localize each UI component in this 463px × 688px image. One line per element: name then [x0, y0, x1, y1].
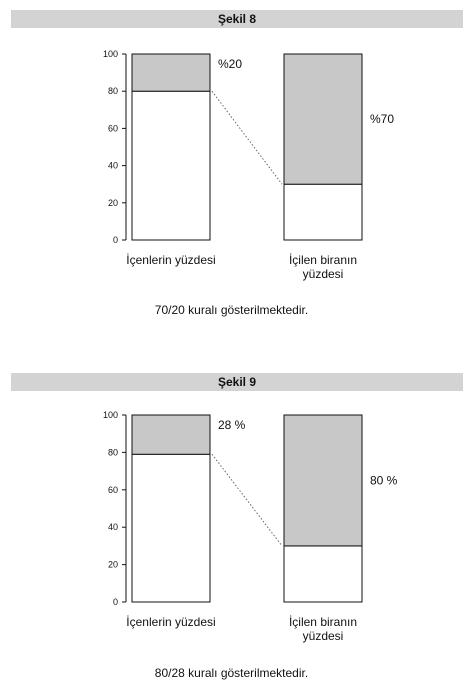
- y-tick-label: 0: [113, 597, 118, 607]
- bar-segment: [283, 414, 363, 547]
- data-label: 28 %: [218, 418, 246, 432]
- y-tick-label: 0: [113, 235, 118, 245]
- y-tick-label: 60: [108, 123, 118, 133]
- y-tick-label: 40: [108, 161, 118, 171]
- connector-line: [211, 90, 283, 185]
- bar-segment: [131, 453, 211, 603]
- y-tick-label: 60: [108, 485, 118, 495]
- y-tick-label: 100: [103, 410, 118, 420]
- y-tick-label: 40: [108, 522, 118, 532]
- bar-segment: [131, 414, 211, 455]
- data-label: 80 %: [370, 473, 398, 487]
- y-tick-label: 20: [108, 198, 118, 208]
- bar-segment: [131, 90, 211, 241]
- y-tick-label: 20: [108, 560, 118, 570]
- figure-8: Şekil 8 0 20 40 60 80 100 %20 İçenlerin yüzdesi…: [0, 0, 463, 340]
- category-label: İçilen biranın: [289, 615, 357, 629]
- bar-segment: [283, 183, 363, 241]
- data-label: %20: [218, 57, 242, 71]
- category-label: İçilen biranın: [289, 253, 357, 267]
- figure-9: Şekil 9 0 20 40 60 80 100 28 % İçenlerin yüzdes…: [0, 365, 463, 688]
- figure-9-chart: 0 20 40 60 80 100 28 % İçenlerin yüzdesi 80 % İçi…: [103, 410, 398, 643]
- figure-8-chart: 0 20 40 60 80 100 %20 İçenlerin yüzdesi %70 İçile…: [103, 49, 394, 281]
- data-label: %70: [370, 112, 394, 126]
- bar-segment: [283, 545, 363, 603]
- bar-segment: [131, 53, 211, 92]
- y-tick-label: 80: [108, 86, 118, 96]
- y-tick-label: 80: [108, 447, 118, 457]
- category-label: yüzdesi: [303, 629, 344, 643]
- figure-9-header: Şekil 9: [11, 373, 463, 391]
- category-label: İçenlerin yüzdesi: [126, 253, 215, 267]
- connector-line: [211, 453, 283, 547]
- category-label: İçenlerin yüzdesi: [126, 615, 215, 629]
- y-tick-label: 100: [103, 49, 118, 59]
- figure-8-caption: 70/20 kuralı gösterilmektedir.: [154, 303, 309, 317]
- category-label: yüzdesi: [303, 267, 344, 281]
- bar-segment: [283, 53, 363, 185]
- figure-8-header: Şekil 8: [11, 10, 463, 28]
- figure-9-caption: 80/28 kuralı gösterilmektedir.: [154, 666, 309, 680]
